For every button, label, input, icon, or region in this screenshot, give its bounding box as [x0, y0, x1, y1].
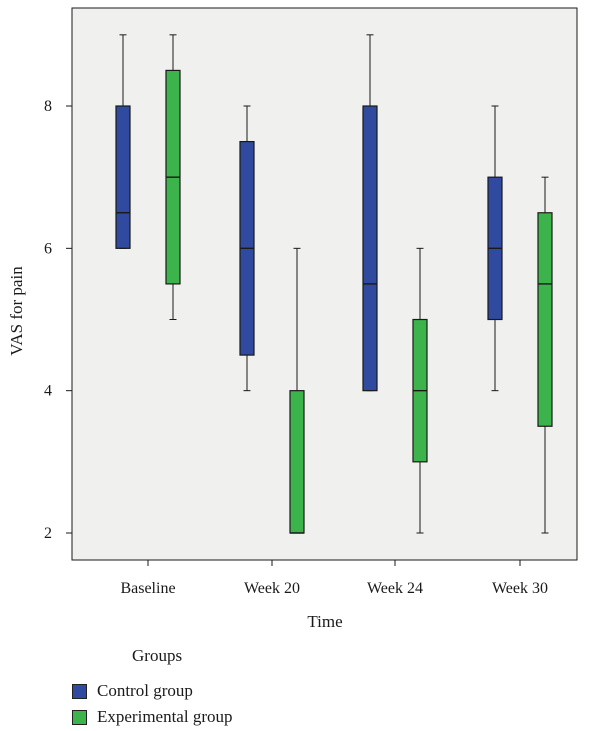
y-tick-label: 2: [44, 525, 52, 542]
y-tick-label: 4: [44, 383, 52, 400]
x-tick-label: Week 24: [367, 580, 423, 597]
legend-title: Groups: [132, 646, 183, 665]
x-tick-label: Week 30: [492, 580, 548, 597]
legend-label-experimental: Experimental group: [97, 707, 233, 726]
y-tick-label: 8: [44, 98, 52, 115]
box-experimental-3: [537, 176, 553, 534]
legend-swatch-control: [72, 683, 87, 699]
box-control-2: [362, 34, 378, 392]
box-rect: [115, 105, 131, 249]
legend-label-control: Control group: [97, 681, 193, 700]
y-axis-title: VAS for pain: [7, 266, 26, 356]
boxes-layer: [115, 34, 553, 534]
box-rect: [537, 212, 553, 427]
x-tick-label: Week 20: [244, 580, 300, 597]
legend-item-control: Control group: [72, 681, 193, 701]
box-control-0: [115, 34, 131, 249]
box-control-1: [239, 105, 255, 392]
y-axis: 2 4 6 8: [44, 98, 72, 542]
legend-swatch-experimental: [72, 709, 87, 725]
box-rect: [289, 390, 305, 534]
box-experimental-1: [289, 247, 305, 534]
x-axis-title: Time: [307, 612, 342, 631]
legend-item-experimental: Experimental group: [72, 707, 233, 727]
y-tick-label: 6: [44, 240, 52, 257]
x-axis: Baseline Week 20 Week 24 Week 30: [120, 560, 548, 597]
box-rect: [362, 105, 378, 392]
x-tick-label: Baseline: [120, 580, 175, 597]
box-experimental-0: [165, 34, 181, 320]
box-control-3: [487, 105, 503, 392]
box-experimental-2: [412, 247, 428, 534]
